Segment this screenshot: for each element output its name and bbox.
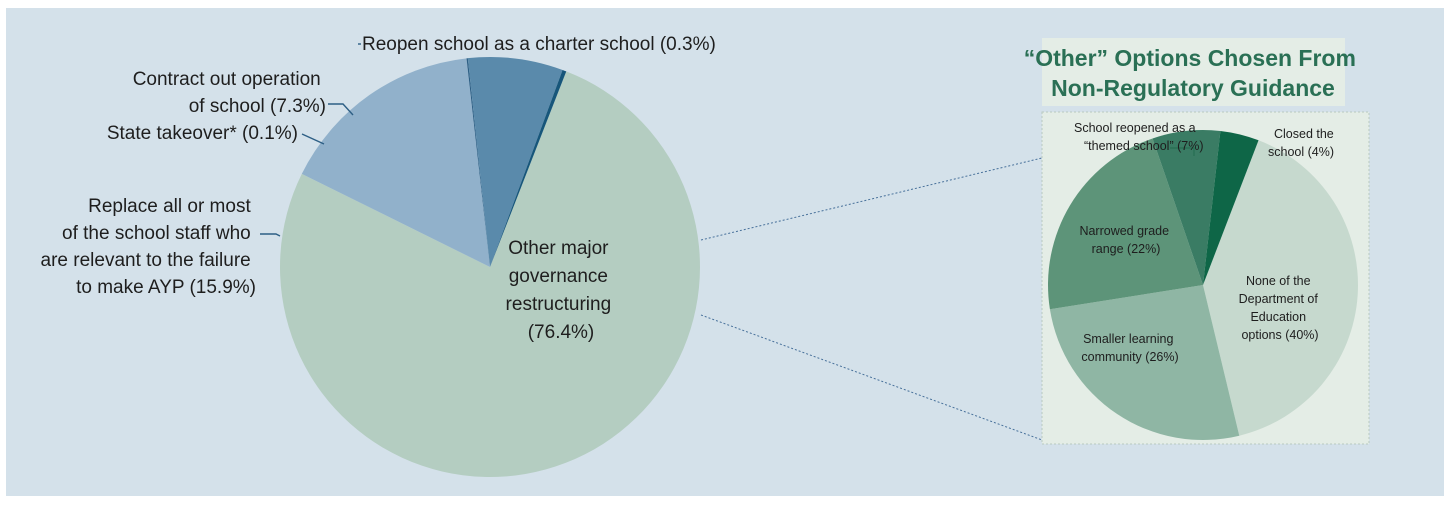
leader-line-replace-staff [260,233,281,237]
inset-pie-slice-3 [1152,129,1221,285]
inset-pie-slice-2 [1048,138,1203,310]
connector-line-bottom [700,314,1043,441]
main-pie-slice-3 [467,56,563,267]
main-pie-slice-2 [466,58,490,267]
chart-canvas: Other major governance restructuring (76… [41,34,1370,477]
main-label-replace-staff: Replace all or most of the school staff … [41,196,256,298]
inset-pie-slice-4 [1203,130,1259,285]
inset-title: “Other” Options Chosen From Non-Regulato… [1024,45,1363,101]
chart-panel: Other major governance restructuring (76… [6,8,1444,496]
inset-label-none-options: None of the Department of Education opti… [1239,274,1322,342]
inset-title-box [1042,38,1345,106]
inset-pie-slice-0 [1203,140,1358,436]
leader-line-contract-out [328,103,354,116]
main-label-state-takeover: State takeover* (0.1%) [107,123,298,144]
inset-pie-slice-1 [1049,285,1240,441]
main-pie-slice-4 [490,69,567,267]
main-label-other-major: Other major governance restructuring (76… [506,238,617,343]
inset-label-themed-school: School reopened as a “themed school” (7%… [1074,121,1204,153]
main-pie-slice-1 [301,58,490,267]
leader-line-themed-school [1170,147,1195,156]
main-label-reopen-charter: Reopen school as a charter school (0.3%) [362,34,716,55]
inset-label-smaller-learning: Smaller learning community (26%) [1081,332,1178,364]
main-label-contract-out: Contract out operation of school (7.3%) [133,69,326,117]
inset-label-narrowed-grade: Narrowed grade range (22%) [1079,224,1172,256]
connector-line-top [700,157,1043,241]
inset-label-closed-school: Closed the school (4%) [1268,127,1337,159]
main-pie-slice-0 [279,71,700,477]
leader-line-state-takeover [301,133,325,145]
